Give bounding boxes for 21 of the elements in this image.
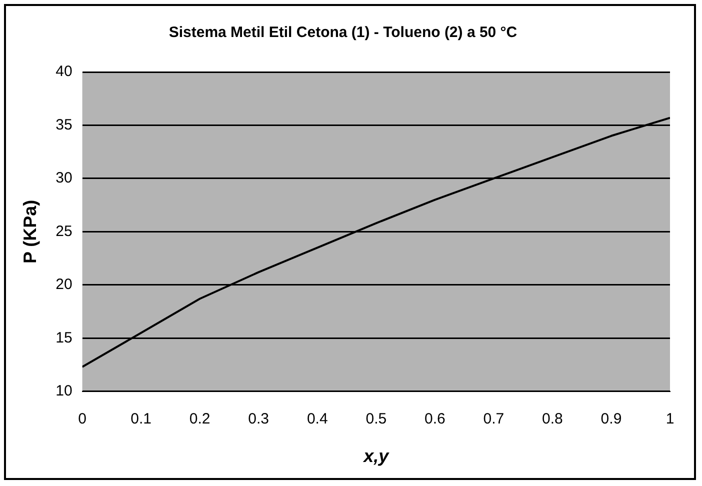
x-tick-label: 0.9 — [600, 410, 622, 428]
x-tick-label: 1 — [666, 410, 674, 428]
x-tick-label: 0.1 — [130, 410, 152, 428]
x-tick-label: 0.3 — [248, 410, 270, 428]
x-tick-label: 0.8 — [542, 410, 563, 428]
y-tick-label: 15 — [56, 329, 72, 346]
y-tick-label: 30 — [56, 170, 72, 187]
y-tick-label: 20 — [56, 276, 72, 294]
x-tick-label: 0.6 — [424, 410, 446, 428]
y-axis-title: P (KPa) — [20, 200, 40, 264]
chart-title: Sistema Metil Etil Cetona (1) - Tolueno (2) a 50 °C — [168, 24, 518, 42]
x-tick-label: 0.4 — [306, 410, 328, 428]
x-tick-label: 0.5 — [366, 410, 387, 428]
y-tick-label: 35 — [56, 116, 72, 134]
x-tick-label: 0 — [78, 410, 86, 428]
x-tick-label: 0.7 — [483, 410, 504, 428]
x-axis-title: x,y — [362, 446, 390, 466]
x-tick-label: 0.2 — [189, 410, 210, 428]
y-tick-label: 25 — [56, 222, 72, 240]
y-tick-label: 10 — [56, 382, 72, 400]
y-tick-label: 40 — [56, 63, 72, 80]
